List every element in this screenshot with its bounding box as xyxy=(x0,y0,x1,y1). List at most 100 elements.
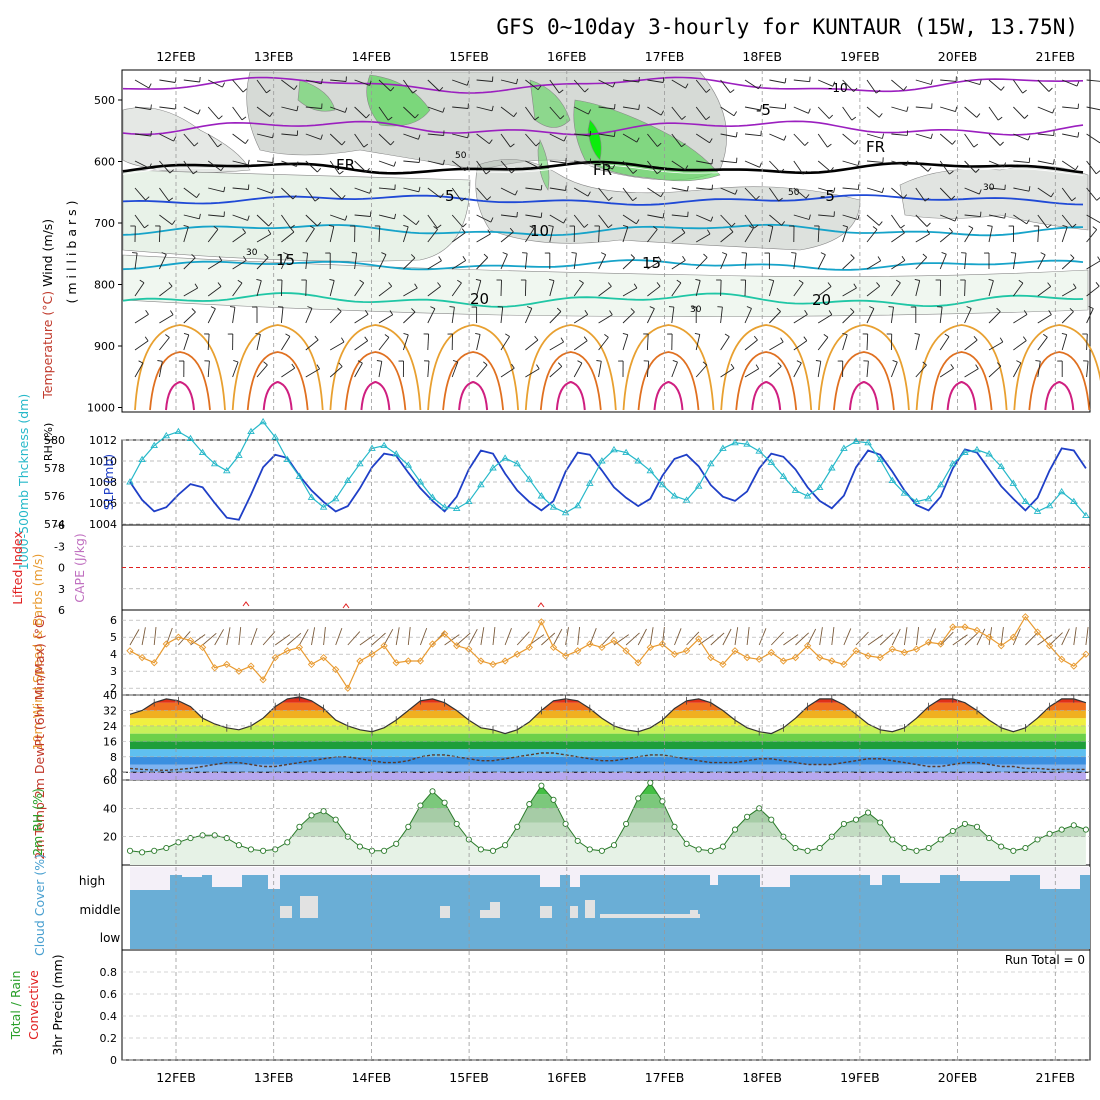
wind-barb xyxy=(500,231,514,243)
wind-barb xyxy=(744,79,759,90)
wind-barb-flag xyxy=(1024,114,1029,119)
wind-barb-flag xyxy=(183,332,189,336)
rh2m-point xyxy=(477,846,484,853)
wind-barb xyxy=(940,79,957,82)
cloud-level-middle: middle xyxy=(80,903,121,917)
rh2m-point xyxy=(1010,847,1017,854)
top-date-label: 16FEB xyxy=(547,49,587,64)
wind-barb-flag xyxy=(1061,332,1067,336)
rh2m-point xyxy=(889,836,896,843)
wind10m-barb xyxy=(867,634,884,646)
temp-color-band xyxy=(130,718,1086,726)
wind-barb-flag xyxy=(987,225,993,227)
wind-barb xyxy=(476,133,490,145)
precip-tick-label: 0.8 xyxy=(100,966,118,979)
wind10m-panel xyxy=(121,609,1091,696)
wind-barb-flag xyxy=(1027,135,1031,141)
wind-barb-flag xyxy=(1072,223,1077,228)
wind-barb xyxy=(427,133,444,136)
wind10m-barb xyxy=(601,631,615,646)
wind-barb-flag xyxy=(888,306,894,308)
rh2m-point xyxy=(610,842,618,849)
rh2m-point xyxy=(695,846,702,853)
cloud-high-clear xyxy=(1040,869,1080,889)
wind-barb-flag xyxy=(213,226,219,230)
wind-barb-flag xyxy=(556,307,562,312)
wind10m-barb xyxy=(891,628,901,646)
wind-barb xyxy=(207,333,210,351)
wind-barb xyxy=(305,106,322,109)
wind-barb xyxy=(208,214,225,217)
wind-barb-flag xyxy=(320,78,323,84)
lifted-index-axis-label: Lifted Index xyxy=(10,531,25,605)
rh2m-point xyxy=(126,847,134,854)
wind-barb xyxy=(891,282,901,297)
wind-barb xyxy=(524,308,533,324)
wind-barb-flag xyxy=(755,364,760,370)
wind-barb xyxy=(280,279,283,297)
wind-barb-flag xyxy=(731,222,736,227)
wind-barb-flag xyxy=(872,226,878,230)
wind-barb xyxy=(598,225,600,243)
wind-barb-flag xyxy=(442,159,445,165)
rh2m-point xyxy=(707,847,714,854)
boundary-temp-contour xyxy=(134,324,226,411)
slp-tick-label: 1010 xyxy=(89,455,117,468)
wind-barb xyxy=(817,337,829,351)
wind-barb-flag xyxy=(191,253,196,259)
wind-barb-flag xyxy=(328,224,334,227)
wind-barb xyxy=(378,285,392,297)
rh2m-point xyxy=(1034,836,1041,843)
wind-barb-flag xyxy=(369,80,372,86)
rh2m-point xyxy=(925,844,932,852)
wind-barb xyxy=(305,160,318,173)
rh2m-point xyxy=(986,835,993,842)
wind10m-barb xyxy=(250,627,258,646)
thickness-point xyxy=(477,480,485,488)
thickness-point xyxy=(610,445,618,453)
wind-barb xyxy=(525,133,537,147)
wind10m-barb xyxy=(347,631,361,646)
wind10m-barb xyxy=(238,627,242,646)
cloud-middle-clear xyxy=(300,896,318,918)
wind-barb xyxy=(744,106,761,111)
isotherm-line xyxy=(122,194,1084,206)
wind-barb xyxy=(232,106,243,121)
wind10m-point xyxy=(223,660,231,669)
wind-barb-flag xyxy=(351,252,357,254)
wind-barb-flag xyxy=(778,197,783,202)
thickness-point xyxy=(513,459,521,467)
wind-barb-flag xyxy=(832,81,836,87)
wind-barb xyxy=(573,106,589,115)
wind-barb-flag xyxy=(878,221,883,226)
rh2m-point xyxy=(308,812,315,819)
wind-barb xyxy=(964,279,966,297)
wind-barb xyxy=(622,106,639,110)
wind-barb-flag xyxy=(833,187,836,193)
wind-barb-flag xyxy=(973,143,979,148)
wind10m-point xyxy=(549,643,558,652)
wind-barb xyxy=(549,280,555,297)
wind10m-point xyxy=(440,630,449,638)
wind-barb xyxy=(842,133,856,145)
wind-barb xyxy=(964,133,975,148)
rh2m-point xyxy=(973,823,981,830)
boundary-temp-contour xyxy=(1013,324,1100,411)
wind-barb xyxy=(793,362,802,378)
wind-barb xyxy=(525,228,535,243)
wind-barb xyxy=(988,226,993,243)
thickness-point xyxy=(440,503,449,510)
wind-barb xyxy=(500,160,512,174)
wind-barb xyxy=(281,367,295,378)
wind-barb-flag xyxy=(537,85,542,90)
wind-barb-flag xyxy=(365,167,370,173)
wind-barb-flag xyxy=(505,333,510,337)
wind-barb-flag xyxy=(267,229,272,235)
wind-barb-flag xyxy=(218,115,223,120)
wind10m-point xyxy=(1070,662,1078,670)
wind-barb xyxy=(232,133,246,144)
cloud-high-clear xyxy=(960,869,1010,881)
wind-barb xyxy=(817,286,832,297)
wind-barb xyxy=(1086,79,1100,82)
wind-barb-flag xyxy=(997,116,1003,121)
